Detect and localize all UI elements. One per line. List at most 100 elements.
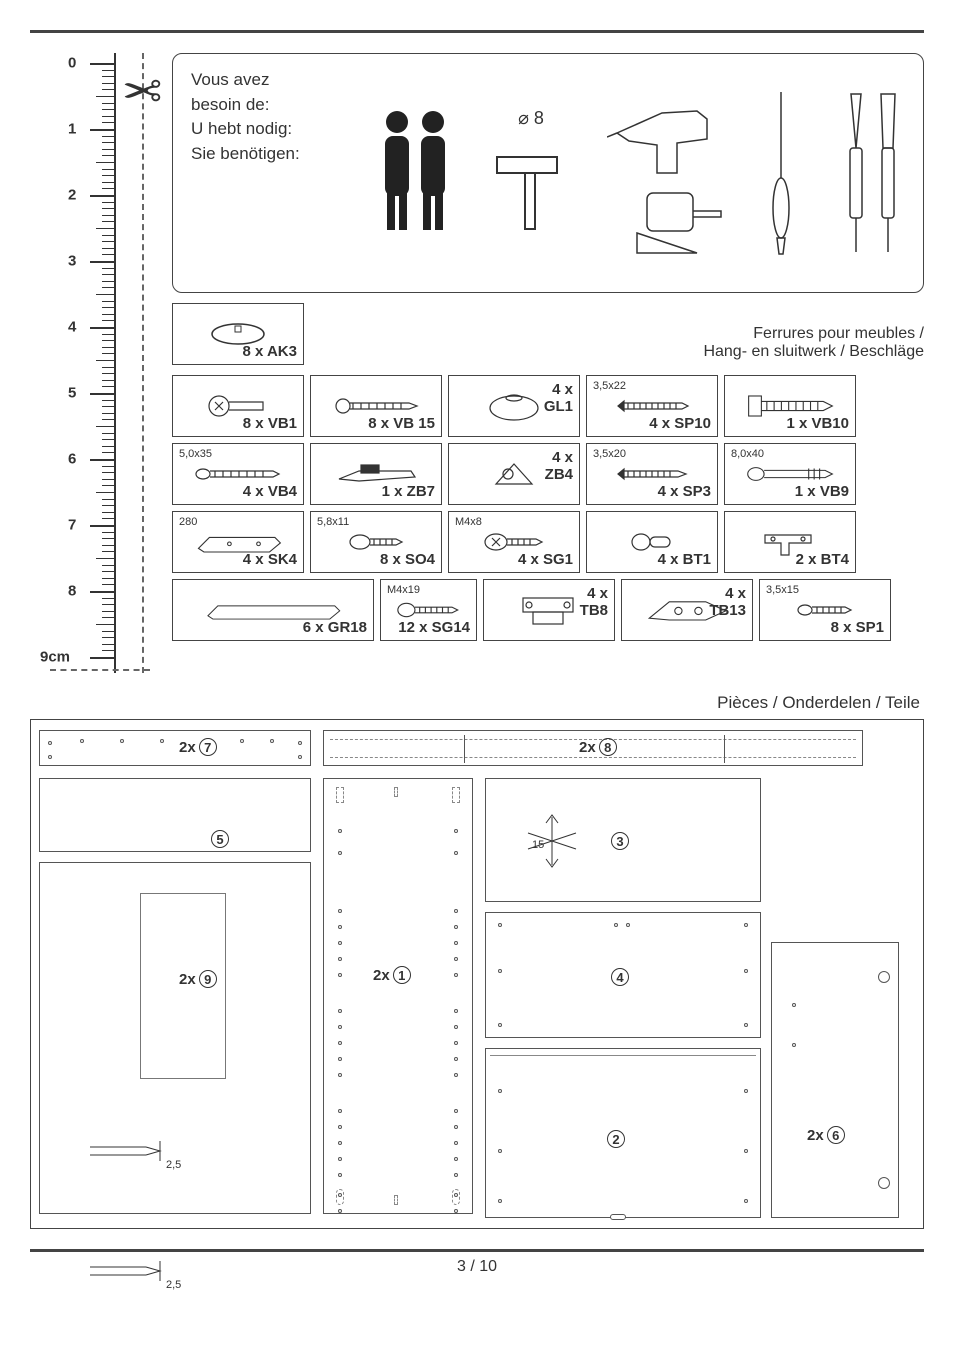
hw-spec: 5,0x35 (179, 448, 212, 460)
hw-qty: 4 x GL1 (544, 382, 573, 415)
hw-spec: M4x19 (387, 584, 420, 596)
panel-hole (338, 1173, 342, 1177)
ruler-tick-major (90, 195, 114, 197)
hw-row: 6 x GR18 M4x19 12 x SG14 4 x TB8 4 x TB1… (172, 579, 924, 641)
part-2-label: 2 (607, 1130, 625, 1148)
top-row: ✂ 0123456789cm Vous avez besoin de: U he… (30, 53, 924, 673)
ruler-tick-minor (102, 208, 114, 209)
panel-hole (454, 1157, 458, 1161)
ruler-tick-minor (102, 584, 114, 585)
ruler-tick-minor (102, 122, 114, 123)
ruler-tick-minor (102, 221, 114, 222)
hw-qty: 4 x BT1 (658, 551, 711, 568)
ruler-tick-minor (102, 637, 114, 638)
hw-cell: 1 x VB10 (724, 375, 856, 437)
ruler-column: ✂ 0123456789cm (30, 53, 160, 673)
ruler-tick-minor (102, 136, 114, 137)
ruler-tick-minor (102, 314, 114, 315)
ruler-cut-line (142, 53, 144, 673)
panel-hole (454, 1209, 458, 1213)
hw-cell: 2 x BT4 (724, 511, 856, 573)
ruler-tick-minor (102, 452, 114, 453)
ruler-tick-minor (102, 551, 114, 552)
ruler-tick-minor (102, 142, 114, 143)
ruler-baseline (114, 53, 116, 673)
tools-icons: ⌀ 8 (377, 68, 905, 278)
ruler-tick-minor (102, 571, 114, 572)
panel-hole (338, 1141, 342, 1145)
hw-qty: 2 x BT4 (796, 551, 849, 568)
hw-qty: 1 x VB10 (786, 415, 849, 432)
hw-cell-ak3: 8 x AK3 (172, 303, 304, 365)
ruler-tick-major (90, 591, 114, 593)
ruler-bottom-dash (50, 669, 150, 671)
ruler-tick-minor (102, 116, 114, 117)
ruler-number: 3 (68, 253, 76, 270)
ruler-tick-minor (102, 644, 114, 645)
page-number: 3 / 10 (457, 1258, 497, 1276)
hw-cell: 3,5x20 4 x SP3 (586, 443, 718, 505)
hw-qty: 4 x VB4 (243, 483, 297, 500)
ruler-number: 1 (68, 121, 76, 138)
hardware-title: Ferrures pour meubles / Hang- en sluitwe… (310, 325, 924, 361)
hw-qty: 4 x TB13 (709, 586, 746, 619)
hw-cell: 3,5x22 4 x SP10 (586, 375, 718, 437)
part-3-label: 3 (611, 832, 629, 850)
hw-qty: 8 x VB1 (243, 415, 297, 432)
hw-cell: 4 x TB8 (483, 579, 615, 641)
ruler-tick-minor (102, 287, 114, 288)
panel-hole (338, 941, 342, 945)
panel-hole (454, 851, 458, 855)
hw-spec: 8,0x40 (731, 448, 764, 460)
hw-qty: 8 x SO4 (380, 551, 435, 568)
panel-hole (454, 1193, 458, 1197)
ruler-tick-minor (102, 532, 114, 533)
panel-hole (454, 1057, 458, 1061)
ruler: ✂ 0123456789cm (30, 53, 140, 673)
ruler-tick-minor (102, 182, 114, 183)
awl-icon (763, 88, 799, 258)
ruler-tick-minor (96, 360, 114, 361)
panel-hole (454, 1009, 458, 1013)
panel-hole (338, 1025, 342, 1029)
hw-cell: 8 x VB 15 (310, 375, 442, 437)
ruler-tick-minor (102, 499, 114, 500)
ruler-tick-major (90, 129, 114, 131)
part-9: 2,5 2,5 (39, 862, 311, 1214)
part-5-label: 5 (211, 830, 229, 848)
ruler-tick-minor (102, 518, 114, 519)
ruler-tick-minor (102, 512, 114, 513)
ruler-tick-major (90, 657, 114, 659)
panel-hole (454, 1025, 458, 1029)
ruler-number: 6 (68, 451, 76, 468)
ruler-tick-minor (102, 109, 114, 110)
part-7 (39, 730, 311, 766)
panel-hole (338, 973, 342, 977)
ruler-tick-minor (102, 479, 114, 480)
drill-size-label: ⌀ 8 (518, 108, 544, 128)
hw-spec: 3,5x20 (593, 448, 626, 460)
ruler-tick-minor (102, 353, 114, 354)
hw-qty: 8 x VB 15 (368, 415, 435, 432)
part-6 (771, 942, 899, 1218)
ruler-tick-minor (102, 274, 114, 275)
ruler-tick-minor (102, 281, 114, 282)
hw-qty: 12 x SG14 (398, 619, 470, 636)
ruler-tick-minor (102, 598, 114, 599)
ruler-tick-minor (102, 301, 114, 302)
panel-hole (454, 909, 458, 913)
hw-cell: 280 4 x SK4 (172, 511, 304, 573)
ruler-tick-major (90, 327, 114, 329)
ruler-tick-major (90, 261, 114, 263)
ruler-tick-minor (102, 472, 114, 473)
panel-hole (454, 925, 458, 929)
hw-cell: 3,5x15 8 x SP1 (759, 579, 891, 641)
ruler-tick-minor (102, 505, 114, 506)
ruler-tick-minor (102, 446, 114, 447)
hw-spec: 280 (179, 516, 197, 528)
panel-hole (454, 829, 458, 833)
ruler-tick-minor (102, 149, 114, 150)
hw-spec: 3,5x22 (593, 380, 626, 392)
hw-qty: 4 x SP10 (649, 415, 711, 432)
ruler-tick-minor (102, 617, 114, 618)
